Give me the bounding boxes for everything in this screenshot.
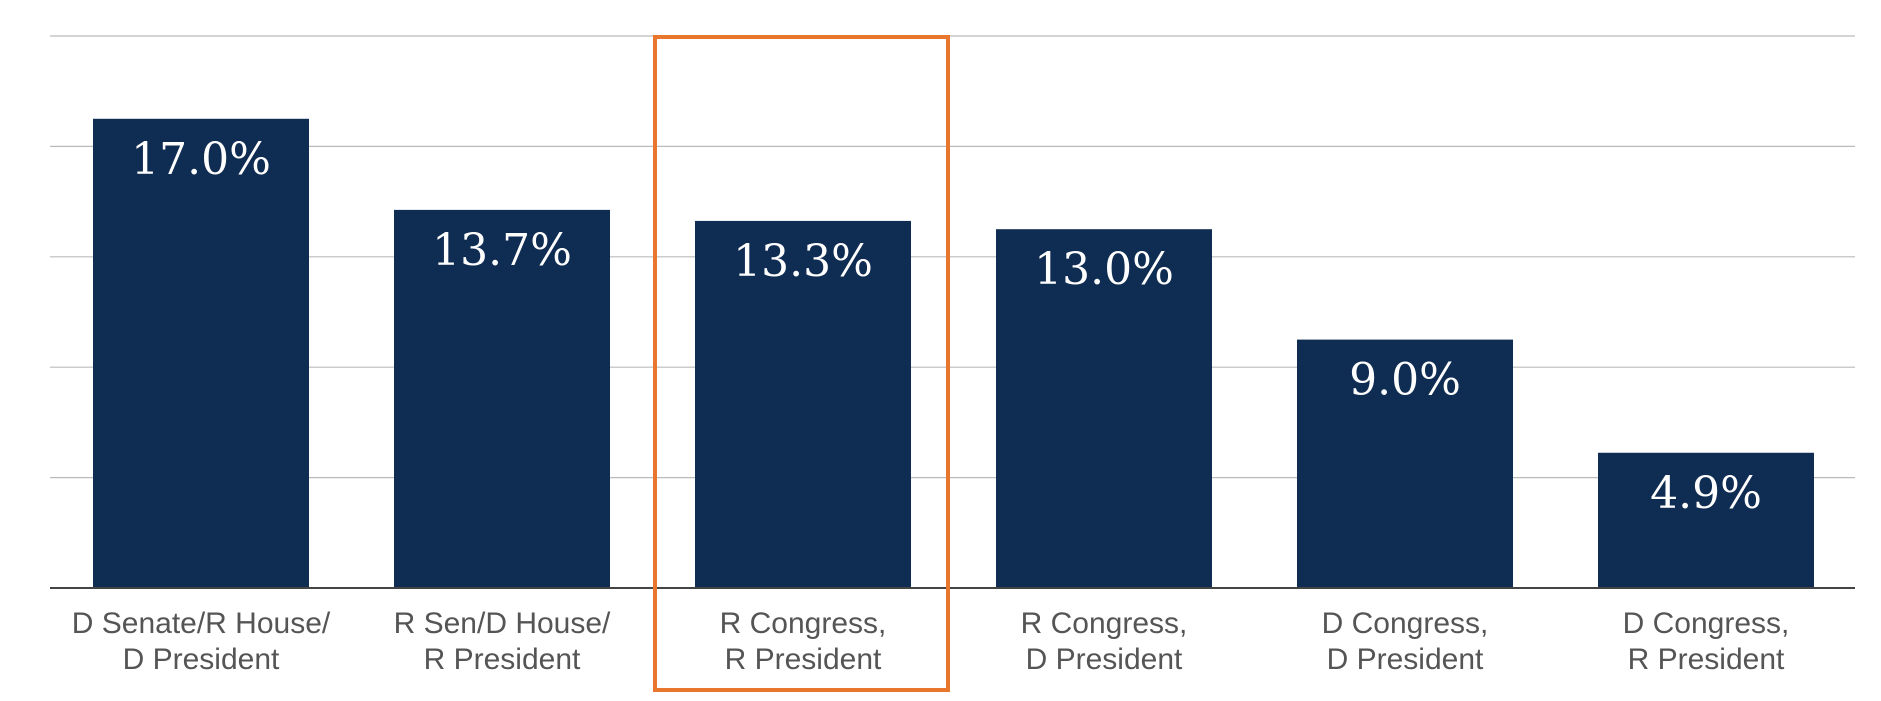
bar-2	[695, 220, 911, 589]
category-labels: D Senate/R House/D President R Sen/D Hous…	[72, 607, 1790, 676]
category-label-5: D Congress, R President	[1623, 607, 1790, 676]
bar-value-label-2: 13.3%	[733, 236, 873, 287]
bar-5	[1598, 452, 1814, 588]
category-label-4: D Congress, D President	[1322, 607, 1489, 676]
category-label-1: R Sen/D House/R President	[394, 607, 611, 676]
bar-1	[394, 209, 610, 588]
bar-value-label-3: 13.0%	[1034, 244, 1174, 295]
highlight-box	[653, 35, 950, 692]
category-label-3: R Congress, D President	[1021, 607, 1188, 676]
bars: 17.0% 13.7% 13.3% 13.0% 9.0% 4.9%	[93, 118, 1814, 589]
bar-value-label-0: 17.0%	[131, 134, 271, 185]
bar-value-label-5: 4.9%	[1650, 468, 1762, 519]
bar-4	[1297, 339, 1513, 588]
category-label-2: R Congress, R President	[720, 607, 887, 676]
bar-0	[93, 118, 309, 589]
bar-3	[996, 229, 1212, 588]
bar-value-label-1: 13.7%	[432, 225, 572, 276]
bar-value-label-4: 9.0%	[1349, 355, 1461, 406]
gridlines	[50, 35, 1855, 479]
category-label-0: D Senate/R House/D President	[72, 607, 331, 676]
